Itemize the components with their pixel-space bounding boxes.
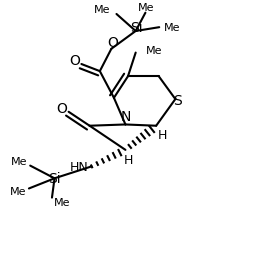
Text: Me: Me [54, 198, 70, 208]
Text: HN: HN [69, 161, 88, 174]
Text: H: H [158, 129, 167, 142]
Text: O: O [107, 36, 118, 50]
Text: S: S [174, 94, 182, 108]
Text: N: N [121, 110, 131, 124]
Text: Me: Me [10, 186, 26, 197]
Text: Si: Si [130, 21, 143, 36]
Text: Me: Me [94, 5, 111, 15]
Text: Me: Me [164, 23, 181, 33]
Text: O: O [69, 54, 80, 69]
Text: Me: Me [145, 45, 162, 56]
Text: Si: Si [48, 172, 60, 186]
Text: O: O [56, 102, 67, 116]
Text: H: H [124, 154, 133, 167]
Text: Me: Me [11, 157, 28, 167]
Text: Me: Me [138, 3, 154, 13]
